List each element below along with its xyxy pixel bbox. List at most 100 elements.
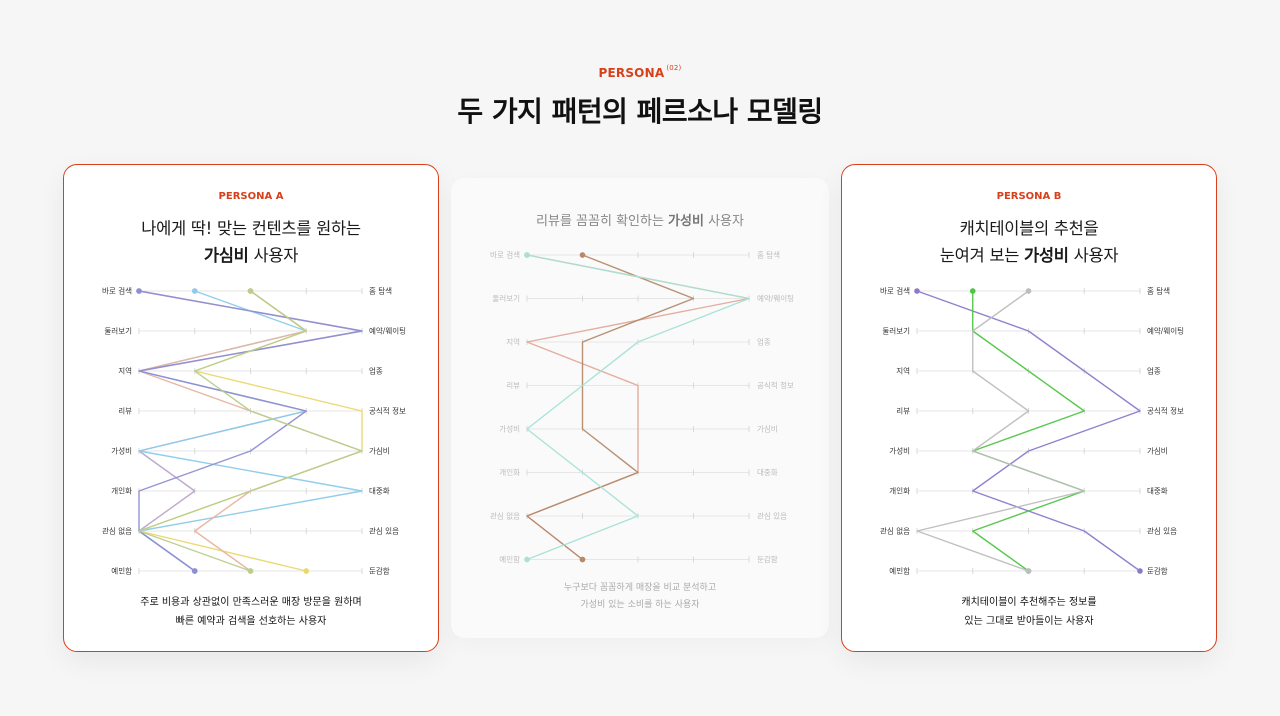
left-axis-label: 지역 xyxy=(896,366,910,376)
right-axis-label: 홈 탐색 xyxy=(369,286,392,296)
persona-a-title-bold: 가심비 xyxy=(203,246,249,265)
section-eyebrow: PERSONA (02) xyxy=(0,64,1280,80)
persona-a-card: PERSONA A 나에게 딱! 맞는 컨텐츠를 원하는 가심비 사용자 바로 … xyxy=(63,164,439,652)
series-end-dot xyxy=(247,568,254,574)
left-axis-label: 개인화 xyxy=(111,486,132,496)
persona-a-title-line1: 나에게 딱! 맞는 컨텐츠를 원하는 xyxy=(141,219,361,238)
left-axis-label: 리뷰 xyxy=(896,407,910,416)
right-axis-label: 예약/웨이팅 xyxy=(1147,326,1184,336)
series-line xyxy=(526,254,695,561)
left-axis-label: 예민함 xyxy=(111,566,132,576)
persona-b-title-line1: 캐치테이블의 추천을 xyxy=(959,219,1099,238)
persona-b-title: 캐치테이블의 추천을 눈여겨 보는 가성비 사용자 xyxy=(842,215,1216,269)
persona-a-title: 나에게 딱! 맞는 컨텐츠를 원하는 가심비 사용자 xyxy=(64,215,438,269)
right-axis-label: 대중화 xyxy=(1147,487,1168,496)
persona-a-desc-line2: 빠른 예약과 검색을 선호하는 사용자 xyxy=(175,616,327,627)
persona-b-title-rest: 눈여겨 보는 xyxy=(939,246,1025,265)
right-axis-label: 둔감함 xyxy=(369,566,390,576)
left-axis-label: 개인화 xyxy=(499,467,520,477)
series-line xyxy=(138,290,363,572)
right-axis-label: 대중화 xyxy=(369,487,390,496)
left-axis-label: 예민함 xyxy=(499,554,520,564)
left-axis-label: 바로 검색 xyxy=(102,286,132,296)
persona-b-title-tail: 사용자 xyxy=(1068,246,1119,265)
series-start-dot xyxy=(247,288,254,294)
series-end-dot xyxy=(1025,568,1032,574)
right-axis-label: 업종 xyxy=(757,338,771,347)
series-line xyxy=(916,290,1141,572)
left-axis-label: 예민함 xyxy=(889,566,910,576)
series-end-dot xyxy=(524,556,530,563)
left-axis-label: 관심 없음 xyxy=(880,526,910,536)
right-axis-label: 가심비 xyxy=(757,424,778,434)
series-start-dot xyxy=(136,288,142,294)
left-axis-label: 관심 없음 xyxy=(102,526,132,536)
persona-b-card: PERSONA B 캐치테이블의 추천을 눈여겨 보는 가성비 사용자 바로 검… xyxy=(841,164,1217,652)
series-start-dot xyxy=(579,252,586,258)
left-axis-label: 가성비 xyxy=(111,447,132,456)
persona-b-label: PERSONA B xyxy=(996,191,1062,202)
left-axis-label: 바로 검색 xyxy=(490,250,520,260)
persona-mid-title-bold: 가성비 xyxy=(668,214,704,229)
persona-mid-desc-line1: 누구보다 꼼꼼하게 매장을 비교 분석하고 xyxy=(563,583,717,593)
left-axis-label: 개인화 xyxy=(889,486,910,496)
persona-a-desc-line1: 주로 비용과 상관없이 만족스러운 매장 방문을 원하며 xyxy=(140,597,362,608)
left-axis-label: 가성비 xyxy=(499,425,520,434)
persona-mid-title-tail: 사용자 xyxy=(703,214,744,229)
left-axis-label: 지역 xyxy=(118,366,132,376)
left-axis-label: 둘러보기 xyxy=(492,294,520,303)
right-axis-label: 예약/웨이팅 xyxy=(369,326,406,336)
right-axis-label: 관심 있음 xyxy=(1147,526,1177,536)
persona-b-desc: 캐치테이블이 추천해주는 정보를 있는 그대로 받아들이는 사용자 xyxy=(842,593,1216,631)
series-end-dot xyxy=(303,568,310,574)
left-axis-label: 바로 검색 xyxy=(880,286,910,296)
right-axis-label: 관심 있음 xyxy=(369,526,399,536)
series-start-dot xyxy=(1025,288,1032,294)
left-axis-label: 지역 xyxy=(506,337,520,347)
right-axis-label: 업종 xyxy=(369,367,383,376)
right-axis-label: 홈 탐색 xyxy=(1147,286,1170,296)
right-axis-label: 가심비 xyxy=(1147,446,1168,456)
series-start-dot xyxy=(524,252,530,258)
series-line xyxy=(526,254,750,561)
persona-b-desc-line1: 캐치테이블이 추천해주는 정보를 xyxy=(961,597,1097,608)
series-start-dot xyxy=(969,288,976,294)
series-line xyxy=(972,291,1085,572)
right-axis-label: 예약/웨이팅 xyxy=(757,293,794,303)
left-axis-label: 리뷰 xyxy=(506,381,520,390)
left-axis-label: 둘러보기 xyxy=(104,327,132,336)
persona-mid-title: 리뷰를 꼼꼼히 확인하는 가성비 사용자 xyxy=(451,210,829,229)
series-end-dot xyxy=(1137,568,1143,574)
eyebrow-sup: (02) xyxy=(666,64,682,72)
persona-a-title-line2: 가심비 사용자 xyxy=(64,242,438,269)
right-axis-label: 공식적 정보 xyxy=(369,406,406,416)
eyebrow-text: PERSONA xyxy=(598,66,665,80)
persona-mid-title-rest: 리뷰를 꼼꼼히 확인하는 xyxy=(536,214,669,229)
left-axis-label: 둘러보기 xyxy=(882,327,910,336)
persona-b-desc-line2: 있는 그대로 받아들이는 사용자 xyxy=(964,616,1094,627)
series-end-dot xyxy=(579,556,586,563)
left-axis-label: 가성비 xyxy=(889,447,910,456)
persona-a-title-rest: 사용자 xyxy=(248,246,299,265)
left-axis-label: 관심 없음 xyxy=(490,511,520,521)
right-axis-label: 대중화 xyxy=(757,468,778,477)
series-end-dot xyxy=(191,568,198,574)
persona-mid-desc: 누구보다 꼼꼼하게 매장을 비교 분석하고 가성비 있는 소비를 하는 사용자 xyxy=(451,580,829,614)
right-axis-label: 관심 있음 xyxy=(757,511,787,521)
left-axis-label: 리뷰 xyxy=(118,407,132,416)
grid-group xyxy=(138,288,363,574)
right-axis-label: 공식적 정보 xyxy=(1147,406,1184,416)
right-axis-label: 업종 xyxy=(1147,367,1161,376)
persona-b-title-line2: 눈여겨 보는 가성비 사용자 xyxy=(842,242,1216,269)
right-axis-label: 홈 탐색 xyxy=(757,250,780,260)
persona-a-desc: 주로 비용과 상관없이 만족스러운 매장 방문을 원하며 빠른 예약과 검색을 … xyxy=(64,593,438,631)
series-start-dot xyxy=(914,288,920,294)
right-axis-label: 둔감함 xyxy=(1147,566,1168,576)
series-start-dot xyxy=(191,288,198,294)
series-line xyxy=(916,290,1085,572)
right-axis-label: 둔감함 xyxy=(757,554,778,564)
